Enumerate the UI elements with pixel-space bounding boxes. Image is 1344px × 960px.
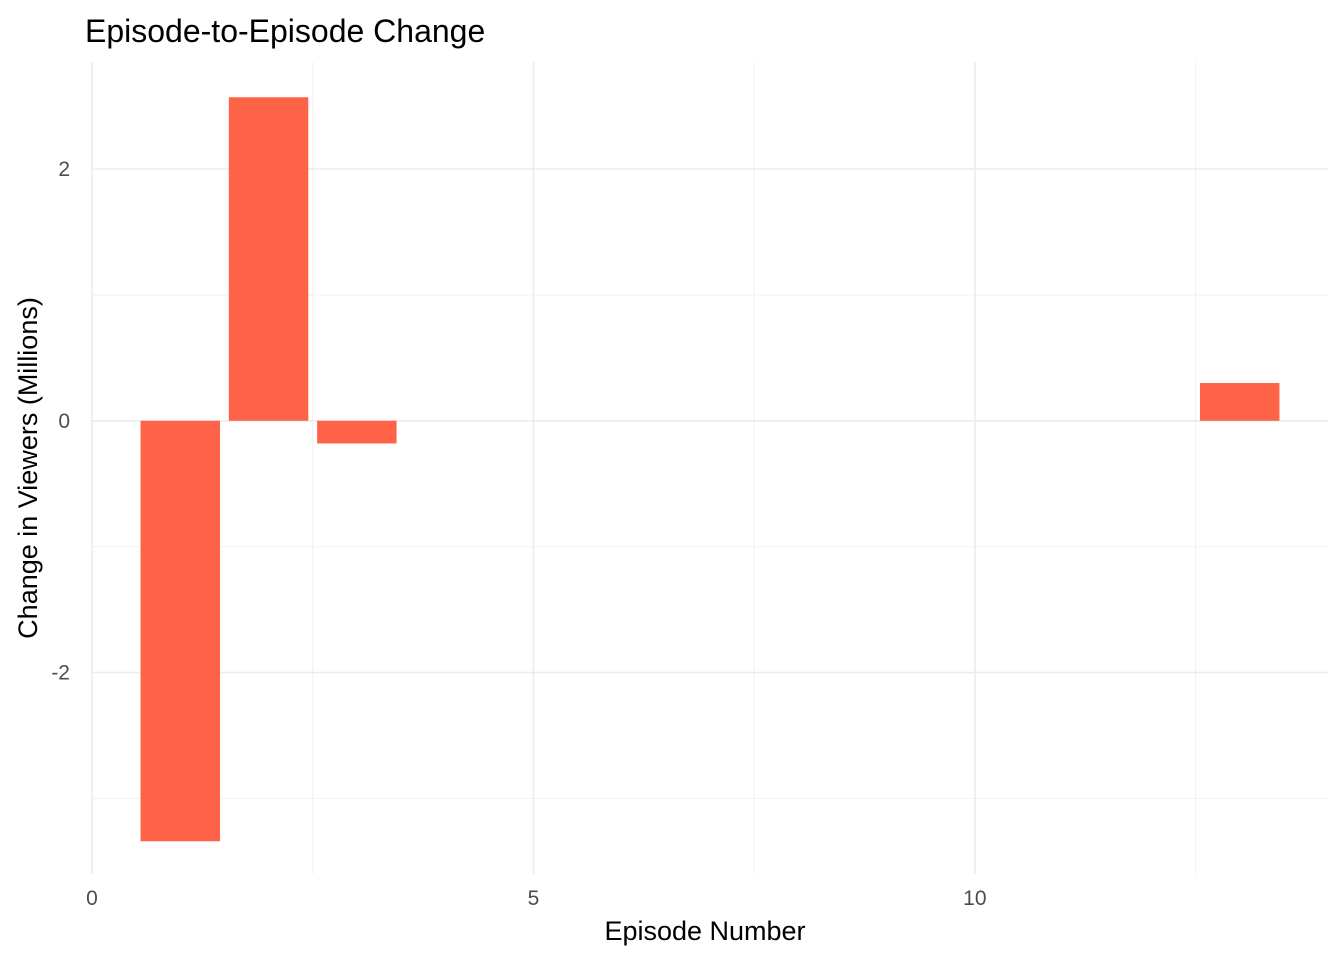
- y-tick-label: 2: [58, 158, 70, 181]
- x-tick-label: 0: [86, 887, 98, 910]
- bar-episode-3: [317, 420, 397, 444]
- chart-title: Episode-to-Episode Change: [85, 13, 485, 49]
- bars: [140, 97, 1280, 842]
- bar-episode-1: [140, 420, 221, 842]
- x-tick-labels: 0 5 10: [86, 887, 986, 910]
- y-axis-title: Change in Viewers (Millions): [13, 297, 43, 639]
- bar-episode-2: [228, 97, 309, 421]
- y-tick-label: 0: [58, 410, 70, 433]
- y-tick-label: -2: [51, 662, 70, 685]
- x-tick-label: 5: [528, 887, 540, 910]
- x-axis-title: Episode Number: [604, 916, 805, 946]
- bar-episode-13: [1199, 383, 1280, 421]
- y-tick-labels: -2 0 2: [51, 158, 70, 685]
- gridlines: [91, 62, 1328, 874]
- x-tick-label: 10: [963, 887, 986, 910]
